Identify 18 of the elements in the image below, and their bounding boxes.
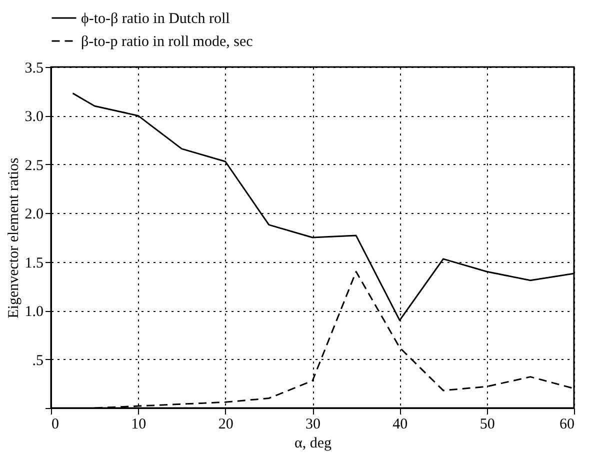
y-axis-title: Eigenvector element ratios <box>6 157 22 318</box>
legend-label: ϕ-to-β ratio in Dutch roll <box>81 11 230 27</box>
x-axis-title: α, deg <box>294 436 332 452</box>
y-tick-label: 2.5 <box>24 158 44 174</box>
y-tick-label: 3.5 <box>24 60 44 76</box>
y-tick-label: 1.0 <box>24 304 44 320</box>
x-tick-label: 10 <box>131 416 146 432</box>
y-tick-label: .5 <box>32 352 44 369</box>
x-tick-label: 30 <box>306 416 320 432</box>
x-tick-label: 20 <box>218 416 234 432</box>
x-tick-label: 40 <box>392 416 408 432</box>
x-tick-label: 60 <box>560 416 574 432</box>
legend-label: β-to-p ratio in roll mode, sec <box>81 34 254 50</box>
x-tick-label: 0 <box>52 416 59 432</box>
x-tick-label: 50 <box>480 416 495 432</box>
y-tick-label: 1.5 <box>24 255 44 272</box>
y-tick-label: 2.0 <box>24 206 44 223</box>
y-tick-label: 3.0 <box>24 109 44 126</box>
